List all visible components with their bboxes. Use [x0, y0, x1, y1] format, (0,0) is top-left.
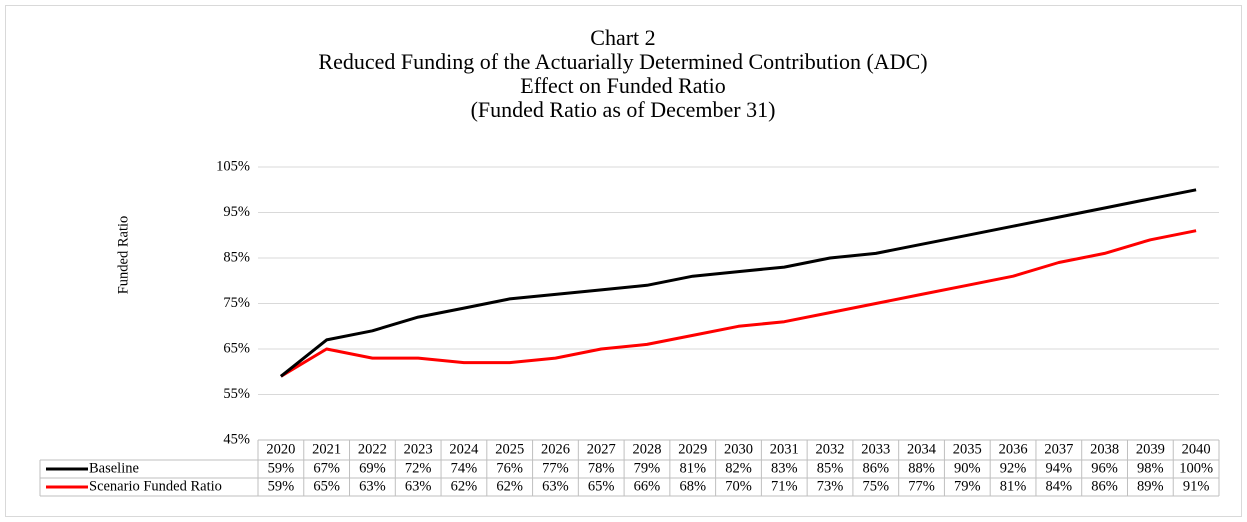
legend-label: Scenario Funded Ratio [89, 478, 222, 494]
x-tick-label: 2028 [632, 441, 661, 457]
data-label: 82% [725, 460, 752, 476]
data-label: 59% [268, 478, 295, 494]
data-label: 65% [313, 478, 340, 494]
y-axis-label: Funded Ratio [115, 216, 131, 295]
data-label: 94% [1046, 460, 1073, 476]
data-label: 86% [1091, 478, 1118, 494]
data-label: 62% [496, 478, 523, 494]
y-tick-label: 105% [216, 158, 250, 174]
data-label: 91% [1183, 478, 1210, 494]
x-tick-label: 2038 [1090, 441, 1119, 457]
data-label: 96% [1091, 460, 1118, 476]
data-label: 79% [954, 478, 981, 494]
data-label: 84% [1046, 478, 1073, 494]
data-label: 77% [542, 460, 569, 476]
x-tick-label: 2025 [495, 441, 524, 457]
x-tick-label: 2032 [816, 441, 845, 457]
series-line [280, 229, 1197, 378]
y-tick-label: 45% [223, 431, 250, 447]
x-tick-label: 2026 [541, 441, 570, 457]
data-label: 63% [542, 478, 569, 494]
chart-title: (Funded Ratio as of December 31) [471, 97, 776, 122]
chart-title: Chart 2 [590, 25, 655, 50]
data-label: 74% [451, 460, 478, 476]
x-tick-label: 2033 [861, 441, 890, 457]
data-label: 86% [862, 460, 889, 476]
chart-title: Reduced Funding of the Actuarially Deter… [318, 49, 927, 74]
data-label: 71% [771, 478, 798, 494]
data-label: 78% [588, 460, 615, 476]
x-tick-label: 2036 [999, 441, 1028, 457]
data-label: 75% [862, 478, 889, 494]
data-label: 89% [1137, 478, 1164, 494]
x-tick-label: 2034 [907, 441, 937, 457]
data-label: 66% [634, 478, 661, 494]
x-tick-label: 2029 [678, 441, 707, 457]
data-label: 85% [817, 460, 844, 476]
data-label: 98% [1137, 460, 1164, 476]
data-label: 79% [634, 460, 661, 476]
y-tick-label: 85% [223, 249, 250, 265]
data-label: 92% [1000, 460, 1027, 476]
series-line [279, 188, 1197, 378]
legend-label: Baseline [89, 460, 139, 476]
data-label: 100% [1179, 460, 1213, 476]
data-label: 68% [679, 478, 706, 494]
x-tick-label: 2037 [1044, 441, 1073, 457]
data-label: 72% [405, 460, 432, 476]
y-tick-label: 65% [223, 340, 250, 356]
data-label: 69% [359, 460, 386, 476]
x-tick-label: 2022 [358, 441, 387, 457]
data-label: 67% [313, 460, 340, 476]
data-label: 88% [908, 460, 935, 476]
data-label: 76% [496, 460, 523, 476]
x-tick-label: 2021 [312, 441, 341, 457]
data-label: 73% [817, 478, 844, 494]
data-label: 83% [771, 460, 798, 476]
data-label: 62% [451, 478, 478, 494]
data-label: 81% [1000, 478, 1027, 494]
data-label: 63% [405, 478, 432, 494]
data-label: 77% [908, 478, 935, 494]
x-tick-label: 2023 [404, 441, 433, 457]
data-label: 65% [588, 478, 615, 494]
chart-border [5, 5, 1242, 517]
data-label: 81% [679, 460, 706, 476]
y-tick-label: 75% [223, 295, 250, 311]
x-tick-label: 2035 [953, 441, 982, 457]
x-tick-label: 2031 [770, 441, 799, 457]
data-label: 90% [954, 460, 981, 476]
x-tick-label: 2027 [587, 441, 616, 457]
y-tick-label: 55% [223, 386, 250, 402]
y-tick-label: 95% [223, 204, 250, 220]
x-tick-label: 2024 [449, 441, 479, 457]
data-label: 63% [359, 478, 386, 494]
x-tick-label: 2030 [724, 441, 753, 457]
data-label: 59% [268, 460, 295, 476]
chart-title: Effect on Funded Ratio [520, 73, 726, 98]
x-tick-label: 2039 [1136, 441, 1165, 457]
x-tick-label: 2020 [266, 441, 295, 457]
data-label: 70% [725, 478, 752, 494]
x-tick-label: 2040 [1182, 441, 1211, 457]
